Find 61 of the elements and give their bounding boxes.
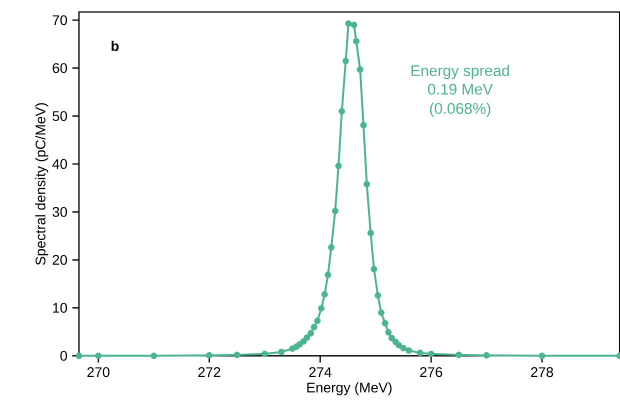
point <box>360 122 367 129</box>
point <box>345 20 352 27</box>
point <box>321 291 328 298</box>
point <box>396 342 402 349</box>
y-tick-label: 0 <box>60 350 68 361</box>
point <box>364 180 370 188</box>
annotation: 0.19 MeV <box>428 84 493 95</box>
x-tick-label: 272 <box>198 367 220 378</box>
y-tick-label: 60 <box>52 63 68 74</box>
point <box>378 309 384 316</box>
point <box>374 292 382 299</box>
point <box>150 352 158 360</box>
point <box>483 352 490 359</box>
point <box>76 352 82 360</box>
point <box>261 350 268 358</box>
point <box>356 66 364 73</box>
point <box>352 38 360 45</box>
x-tick-label: 270 <box>87 367 110 378</box>
x-tick-label: 278 <box>531 367 554 378</box>
point <box>367 230 374 236</box>
point <box>370 266 378 272</box>
point <box>406 347 412 354</box>
y-tick-label: 40 <box>52 159 68 170</box>
point <box>304 334 310 341</box>
y-tick-label: 20 <box>52 255 68 265</box>
point <box>335 162 342 170</box>
point <box>350 22 358 28</box>
annotation: Energy spread <box>412 64 509 80</box>
annotation: (0.068%) <box>430 102 490 118</box>
point <box>538 352 546 360</box>
y-tick-label: 50 <box>52 111 68 122</box>
point <box>324 272 332 278</box>
point <box>328 244 335 251</box>
point <box>300 338 307 345</box>
point <box>400 344 407 352</box>
point <box>416 350 424 356</box>
point <box>318 305 325 312</box>
x-tick-label: 274 <box>309 367 332 378</box>
point <box>234 352 240 358</box>
point <box>332 208 338 214</box>
y-axis-title: Spectral density (pC/MeV) <box>35 103 48 266</box>
y-tick-label: 30 <box>52 207 68 218</box>
x-tick-label: 276 <box>420 367 442 378</box>
point <box>296 341 303 348</box>
point <box>278 348 285 356</box>
point <box>388 334 395 342</box>
annotation: b <box>112 40 119 52</box>
point <box>342 58 349 64</box>
point <box>308 330 314 337</box>
point <box>95 352 102 360</box>
x-axis-title: Energy (MeV) <box>307 382 392 396</box>
point <box>385 329 392 336</box>
y-tick-label: 70 <box>52 15 68 26</box>
point <box>456 352 462 358</box>
point <box>206 352 213 359</box>
point <box>382 320 388 327</box>
y-tick-label: 10 <box>53 303 68 313</box>
point <box>338 108 346 115</box>
point <box>310 324 318 330</box>
point <box>428 350 434 358</box>
point <box>314 318 321 324</box>
